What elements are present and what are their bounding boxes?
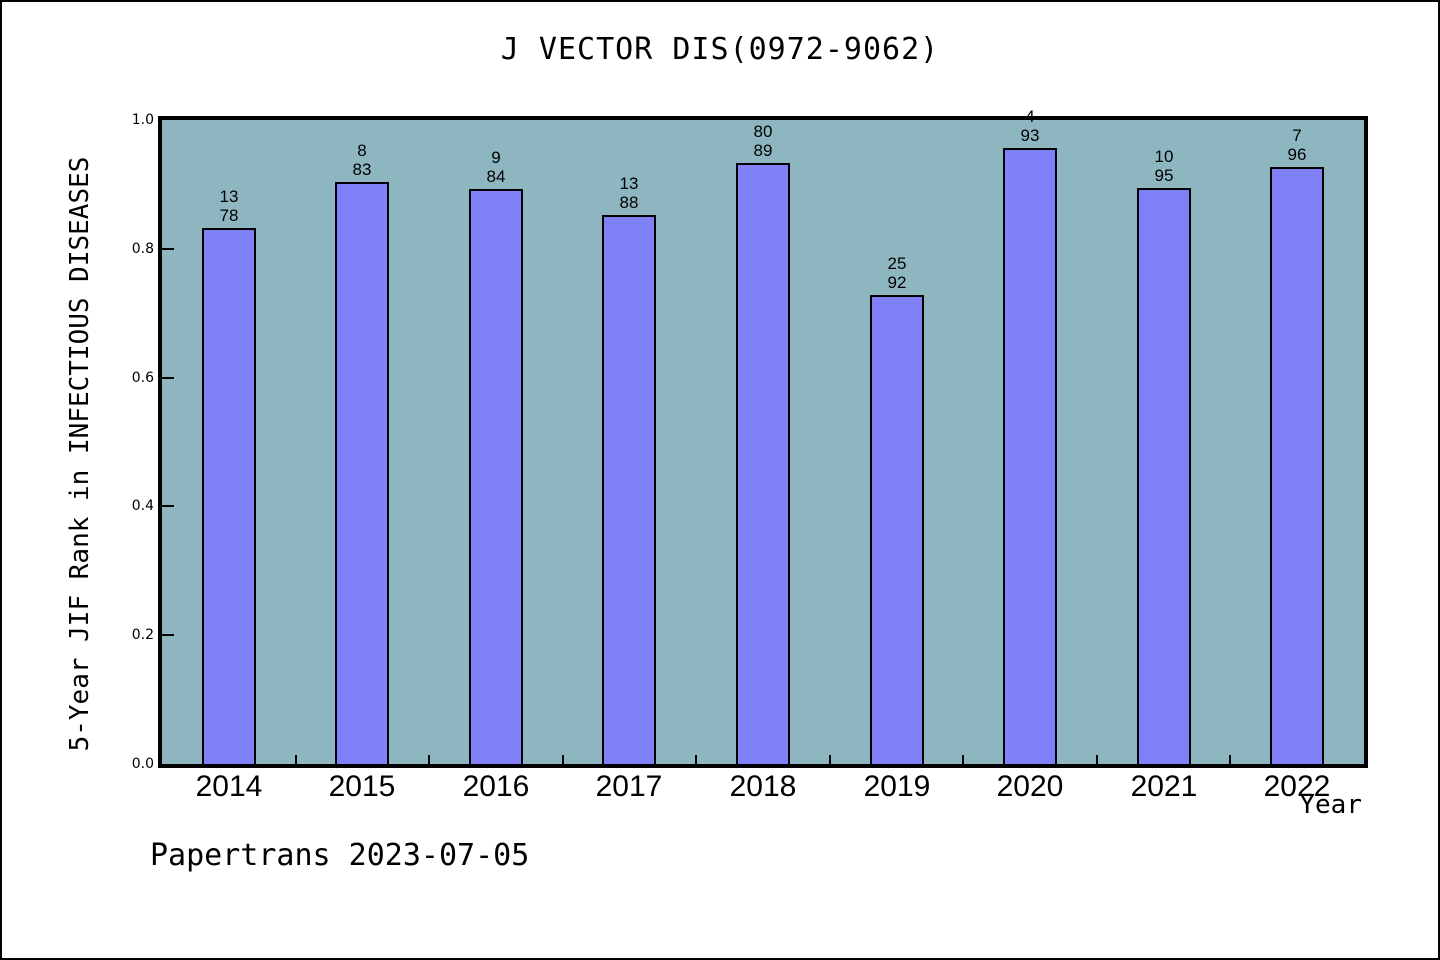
bar-annotation-rank: 9 xyxy=(491,148,501,167)
x-minor-tick xyxy=(295,755,297,764)
bar-2019 xyxy=(870,295,924,764)
page-title: J VECTOR DIS(0972-9062) xyxy=(500,32,940,67)
bar-2020 xyxy=(1003,148,1057,764)
y-tick-label-0.0: 0.0 xyxy=(131,756,154,772)
bar-2014 xyxy=(202,228,256,764)
y-tick-label-0.2: 0.2 xyxy=(131,627,154,643)
bar-annotation-rank: 8 xyxy=(357,141,367,160)
x-tick-label-2017: 2017 xyxy=(595,770,663,803)
y-tick-label-1.0: 1.0 xyxy=(131,112,154,128)
bar-annotation-2020: 4 93 xyxy=(980,107,1080,145)
x-tick-label-2020: 2020 xyxy=(996,770,1064,803)
x-minor-tick xyxy=(1229,755,1231,764)
y-tick-mark xyxy=(162,634,174,636)
bar-2015 xyxy=(335,182,389,764)
bar-annotation-2016: 9 84 xyxy=(446,148,546,186)
bar-annotation-2015: 8 83 xyxy=(312,141,412,179)
y-tick-label-0.6: 0.6 xyxy=(131,370,154,386)
bar-annotation-2018: 80 89 xyxy=(713,122,813,160)
bar-2017 xyxy=(602,215,656,764)
bar-annotation-total: 78 xyxy=(219,206,239,225)
bar-annotation-total: 96 xyxy=(1287,145,1307,164)
bar-annotation-total: 88 xyxy=(619,193,639,212)
bar-annotation-2014: 13 78 xyxy=(179,187,279,225)
bar-annotation-total: 89 xyxy=(753,141,773,160)
x-tick-label-2015: 2015 xyxy=(328,770,396,803)
x-tick-label-2018: 2018 xyxy=(729,770,797,803)
bar-annotation-rank: 10 xyxy=(1154,147,1174,166)
x-minor-tick xyxy=(428,755,430,764)
bar-annotation-total: 95 xyxy=(1154,166,1174,185)
bar-annotation-rank: 7 xyxy=(1292,126,1302,145)
bar-2018 xyxy=(736,163,790,764)
bar-annotation-2021: 10 95 xyxy=(1114,147,1214,185)
x-minor-tick xyxy=(695,755,697,764)
y-tick-mark xyxy=(162,248,174,250)
x-minor-tick xyxy=(562,755,564,764)
footer-watermark: Papertrans 2023-07-05 xyxy=(150,838,530,873)
x-tick-label-2022: 2022 xyxy=(1263,770,1331,803)
bar-annotation-2022: 7 96 xyxy=(1247,126,1347,164)
bar-annotation-total: 92 xyxy=(887,273,907,292)
x-tick-label-2016: 2016 xyxy=(462,770,530,803)
y-tick-mark xyxy=(162,377,174,379)
y-tick-mark xyxy=(162,505,174,507)
x-minor-tick xyxy=(1096,755,1098,764)
bar-annotation-rank: 13 xyxy=(619,174,639,193)
x-axis-label: Year xyxy=(1299,790,1362,820)
bar-annotation-total: 83 xyxy=(352,160,372,179)
bar-2016 xyxy=(469,189,523,764)
y-tick-label-0.8: 0.8 xyxy=(131,241,154,257)
bar-annotation-rank: 13 xyxy=(219,187,239,206)
x-minor-tick xyxy=(962,755,964,764)
bar-annotation-rank: 80 xyxy=(753,122,773,141)
bar-annotation-total: 93 xyxy=(1020,126,1040,145)
x-minor-tick xyxy=(829,755,831,764)
bar-annotation-rank: 25 xyxy=(887,254,907,273)
y-axis-label: 5-Year JIF Rank in INFECTIOUS DISEASES xyxy=(65,156,95,752)
bar-annotation-2019: 25 92 xyxy=(847,254,947,292)
bar-annotation-total: 84 xyxy=(486,167,506,186)
x-tick-label-2014: 2014 xyxy=(195,770,263,803)
x-tick-label-2021: 2021 xyxy=(1130,770,1198,803)
x-tick-label-2019: 2019 xyxy=(863,770,931,803)
bar-annotation-rank: 4 xyxy=(1025,107,1035,126)
bar-2022 xyxy=(1270,167,1324,764)
bar-annotation-2017: 13 88 xyxy=(579,174,679,212)
plot: 13 78 8 83 9 84 13 88 80 89 25 92 4 93 10 95 7 96 xyxy=(158,107,1368,768)
plot-area: 13 78 8 83 9 84 13 88 80 89 25 92 4 93 10 95 7 96 xyxy=(162,107,1364,764)
y-tick-label-0.4: 0.4 xyxy=(131,498,154,514)
bar-2021 xyxy=(1137,188,1191,764)
